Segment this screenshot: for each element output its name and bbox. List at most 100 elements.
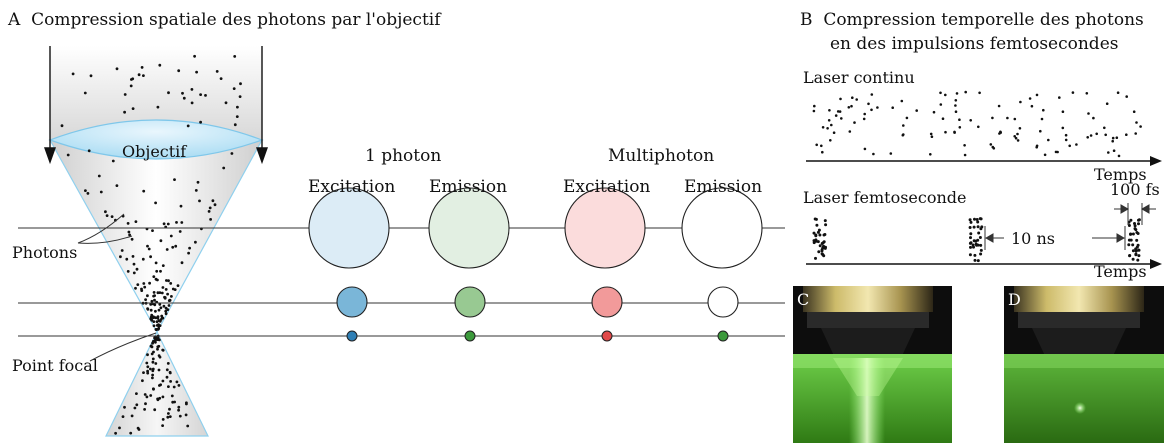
- circle-emission-mp-medium: [707, 286, 739, 318]
- photon-dot: [160, 314, 164, 318]
- photon-dot: [151, 357, 155, 361]
- photon-dot: [99, 190, 103, 194]
- photon-dot: [812, 231, 816, 235]
- photon-dot: [167, 385, 170, 388]
- photon-dot: [151, 376, 154, 380]
- photon-dot: [168, 415, 172, 418]
- photon-dot: [131, 255, 135, 258]
- photon-dot: [150, 318, 154, 322]
- photon-dot: [168, 370, 172, 374]
- photon-dot: [173, 178, 176, 182]
- photon-dot: [968, 218, 972, 222]
- photon-dot: [151, 369, 155, 373]
- excitation-mp-label: Excitation: [563, 177, 651, 197]
- photon-dot: [939, 103, 943, 106]
- photon-dot: [180, 261, 184, 265]
- photon-dot: [123, 405, 126, 409]
- photon-dot: [829, 139, 832, 142]
- photo-d-drawing: [1004, 286, 1164, 443]
- photon-dot: [853, 121, 856, 124]
- photon-dot: [167, 304, 171, 307]
- circle-excitation-1p-large: [308, 187, 390, 269]
- photon-dot: [1127, 243, 1131, 247]
- photon-dot: [177, 69, 181, 73]
- photon-dot: [161, 418, 165, 421]
- photon-dot: [905, 116, 909, 120]
- fs-time-axis: [806, 259, 1162, 269]
- photon-dot: [836, 110, 840, 113]
- photon-dot: [178, 230, 182, 233]
- photon-dot: [971, 243, 975, 247]
- photon-dot: [1131, 243, 1135, 247]
- fs-pulse-dots: [812, 217, 1141, 263]
- photon-dot: [813, 217, 817, 221]
- photon-dot: [862, 117, 866, 121]
- photon-dot: [84, 189, 87, 193]
- photon-dot: [149, 255, 153, 259]
- photon-dot: [1131, 257, 1135, 261]
- photon-dot: [976, 259, 980, 263]
- photon-dot: [239, 82, 242, 86]
- photon-dot: [184, 413, 188, 417]
- photon-dot: [165, 368, 169, 372]
- photon-dot: [146, 294, 149, 298]
- photon-dot: [194, 240, 197, 244]
- photon-dot: [1116, 91, 1120, 94]
- photon-dot: [141, 379, 144, 383]
- photon-dot: [999, 131, 1002, 134]
- photon-dot: [889, 152, 893, 155]
- photon-dot: [1132, 110, 1136, 113]
- photon-dot: [166, 222, 170, 226]
- photon-dot: [171, 245, 175, 249]
- photon-dot: [976, 220, 980, 224]
- photon-dot: [958, 118, 961, 121]
- photon-dot: [182, 96, 186, 100]
- photon-dot: [133, 406, 137, 410]
- photon-dot: [132, 271, 136, 275]
- photon-dot: [134, 220, 138, 224]
- photon-dot: [814, 239, 818, 243]
- photon-dot: [850, 104, 853, 108]
- photon-dot: [812, 109, 816, 113]
- photon-dot: [166, 362, 170, 365]
- photon-dot: [1092, 116, 1095, 120]
- photon-dot: [123, 93, 127, 96]
- photon-dot: [114, 431, 117, 435]
- photon-dot: [1047, 138, 1050, 142]
- photon-dot: [817, 250, 821, 254]
- photon-dot: [1112, 149, 1116, 152]
- photon-dot: [151, 341, 155, 345]
- photon-dot: [169, 234, 173, 238]
- photon-dot: [175, 221, 178, 224]
- photon-dot: [129, 431, 133, 435]
- photon-dot: [158, 291, 162, 294]
- photon-dot: [991, 116, 994, 120]
- photon-dot: [814, 234, 818, 238]
- photon-dot: [902, 124, 905, 127]
- photon-dot: [867, 102, 870, 106]
- photon-dot: [120, 249, 124, 252]
- photon-dot: [840, 117, 843, 120]
- photon-dot: [97, 174, 101, 178]
- photon-dot: [152, 324, 156, 328]
- photon-dot: [969, 119, 972, 122]
- photon-dot: [161, 348, 165, 352]
- photon-dot: [136, 283, 140, 286]
- photon-dot: [143, 393, 147, 396]
- photon-dot: [146, 365, 150, 369]
- photon-dot: [915, 109, 918, 112]
- photon-dot: [149, 367, 152, 371]
- photon-dot: [126, 270, 130, 273]
- diverging-cone: [105, 330, 209, 437]
- photon-dot: [134, 286, 137, 290]
- photon-dot: [151, 229, 154, 233]
- photon-dot: [1111, 139, 1114, 143]
- photon-dot: [963, 144, 966, 147]
- photon-dot: [953, 130, 956, 134]
- photon-dot: [224, 101, 228, 105]
- panel-c-letter: C: [797, 290, 810, 309]
- photon-dot: [155, 320, 159, 324]
- photon-dot: [199, 93, 203, 96]
- circle-excitation-mp-large: [564, 187, 646, 269]
- photon-dot: [979, 252, 983, 256]
